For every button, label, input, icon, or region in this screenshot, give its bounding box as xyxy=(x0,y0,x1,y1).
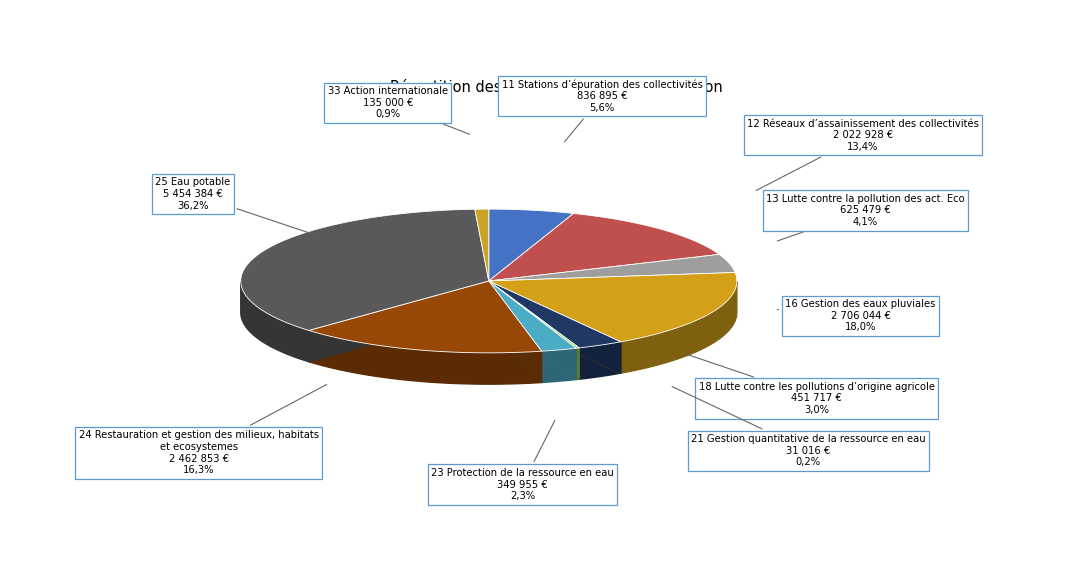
Polygon shape xyxy=(488,209,574,281)
Text: 13 Lutte contre la pollution des act. Eco
625 479 €
4,1%: 13 Lutte contre la pollution des act. Ec… xyxy=(766,194,965,241)
Polygon shape xyxy=(475,209,488,281)
Polygon shape xyxy=(241,209,488,331)
Polygon shape xyxy=(309,331,541,384)
Polygon shape xyxy=(488,254,736,281)
Polygon shape xyxy=(309,281,541,353)
Polygon shape xyxy=(488,281,579,348)
Polygon shape xyxy=(488,281,541,383)
Text: Répartition des aides par ligne d’intervention: Répartition des aides par ligne d’interv… xyxy=(390,79,723,95)
Polygon shape xyxy=(309,281,488,362)
Polygon shape xyxy=(488,281,576,380)
Text: 21 Gestion quantitative de la ressource en eau
31 016 €
0,2%: 21 Gestion quantitative de la ressource … xyxy=(672,386,926,467)
Text: 24 Restauration et gestion des milieux, habitats
et ecosystemes
2 462 853 €
16,3: 24 Restauration et gestion des milieux, … xyxy=(79,385,327,475)
Polygon shape xyxy=(488,214,719,281)
Polygon shape xyxy=(576,348,579,380)
Text: 18 Lutte contre les pollutions d’origine agricole
451 717 €
3,0%: 18 Lutte contre les pollutions d’origine… xyxy=(685,354,935,415)
Polygon shape xyxy=(579,342,621,379)
Polygon shape xyxy=(309,281,488,362)
Text: 11 Stations d’épuration des collectivités
836 895 €
5,6%: 11 Stations d’épuration des collectivité… xyxy=(502,79,703,142)
Text: 12 Réseaux d’assainissement des collectivités
2 022 928 €
13,4%: 12 Réseaux d’assainissement des collecti… xyxy=(748,119,979,190)
Text: 33 Action internationale
135 000 €
0,9%: 33 Action internationale 135 000 € 0,9% xyxy=(328,86,470,134)
Polygon shape xyxy=(488,281,576,380)
Polygon shape xyxy=(488,281,579,379)
Polygon shape xyxy=(488,272,737,342)
Polygon shape xyxy=(488,281,621,373)
Polygon shape xyxy=(488,281,621,348)
Polygon shape xyxy=(488,281,541,383)
Polygon shape xyxy=(541,348,576,383)
Polygon shape xyxy=(621,282,737,373)
Polygon shape xyxy=(488,281,576,351)
Text: 25 Eau potable
5 454 384 €
36,2%: 25 Eau potable 5 454 384 € 36,2% xyxy=(155,177,314,234)
Text: 16 Gestion des eaux pluviales
2 706 044 €
18,0%: 16 Gestion des eaux pluviales 2 706 044 … xyxy=(778,299,935,332)
Polygon shape xyxy=(488,281,579,379)
Polygon shape xyxy=(488,281,621,373)
Text: 23 Protection de la ressource en eau
349 955 €
2,3%: 23 Protection de la ressource en eau 349… xyxy=(431,420,614,501)
Polygon shape xyxy=(241,282,309,362)
